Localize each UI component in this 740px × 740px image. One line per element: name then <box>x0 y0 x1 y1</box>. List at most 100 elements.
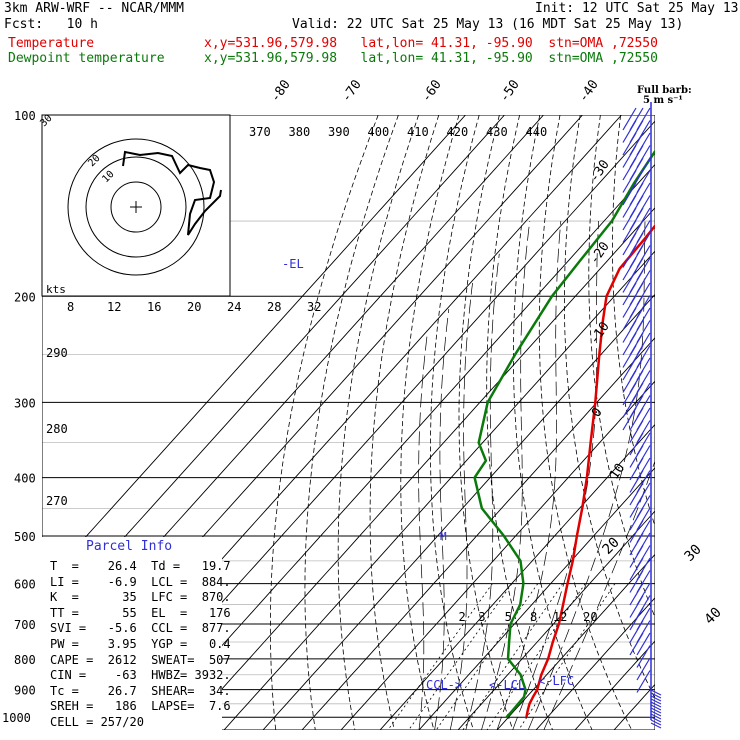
wind-barb <box>629 570 644 593</box>
isotherm-line <box>535 597 655 730</box>
wind-barb <box>629 532 644 556</box>
wind-barb <box>622 320 637 343</box>
dewpoint-legend-location: x,y=531.96,579.98 lat,lon= 41.31, -95.90… <box>204 51 658 66</box>
wind-barb <box>650 707 662 714</box>
moist-adiabat-line <box>434 309 450 730</box>
isotherm-label: 30 <box>682 542 705 565</box>
wind-barb <box>629 457 644 481</box>
hodograph-ring <box>67 138 205 276</box>
wind-barb <box>650 710 662 717</box>
pressure-label: 400 <box>14 472 36 486</box>
theta-label: 430 <box>486 125 508 139</box>
wind-barb <box>629 407 644 431</box>
temperature-legend-name: Temperature <box>8 36 95 51</box>
dry-adiabat-line <box>538 115 633 730</box>
moist-adiabat-line <box>418 332 428 730</box>
wind-barb <box>622 232 637 256</box>
dry-adiabat-line <box>429 115 480 730</box>
isotherm-label: -60 <box>419 77 445 105</box>
wind-barb <box>629 620 644 643</box>
theta-label: 420 <box>447 125 469 139</box>
wind-barb <box>622 370 637 393</box>
wind-barb <box>629 470 644 493</box>
isotherm-label: -30 <box>587 157 613 185</box>
pressure-label: 200 <box>14 290 36 304</box>
moist-adiabat-line <box>496 220 562 730</box>
isotherm-line <box>379 423 655 730</box>
dry-adiabat-line <box>513 115 593 730</box>
wind-barb <box>629 520 644 543</box>
wind-barb <box>622 220 637 243</box>
wind-barb <box>622 107 637 131</box>
wind-barb <box>622 195 637 218</box>
dry-adiabat-line <box>588 115 655 619</box>
wind-barb <box>650 713 662 720</box>
parcel-info-row: CAPE = 2612 SWEAT= 507 <box>50 652 231 667</box>
wind-barb <box>622 395 637 418</box>
moist-adiabat-line <box>543 459 655 730</box>
theta-label: 400 <box>368 125 390 139</box>
dry-adiabat-line <box>486 115 553 730</box>
wind-barb <box>636 645 651 668</box>
el-annotation: -EL <box>282 257 304 271</box>
m-annotation: M <box>440 530 447 543</box>
hodo-speed-label: 32 <box>307 300 321 314</box>
isotherm-label: -80 <box>268 77 294 105</box>
isotherm-label: 40 <box>702 605 725 628</box>
wind-barb <box>622 245 637 268</box>
wind-barb <box>636 670 651 693</box>
hodo-speed-label: 24 <box>227 300 241 314</box>
mixing-ratio-line <box>462 583 564 730</box>
isotherm-line <box>574 640 655 730</box>
isotherm-label: 0 <box>589 405 606 420</box>
parcel-info-row: PW = 3.95 YGP = 0.4 <box>50 637 231 651</box>
parcel-info-row: SREH = 186 LAPSE= 7.6 <box>50 699 231 714</box>
wind-barb <box>629 432 644 456</box>
wind-barb <box>650 689 662 696</box>
wind-barb <box>629 507 644 531</box>
pressure-label: 800 <box>14 653 36 667</box>
wind-barb <box>650 722 662 729</box>
moist-adiabat-line <box>465 253 500 730</box>
wind-barb <box>622 270 637 293</box>
wind-barb <box>622 157 637 181</box>
pressure-label: 1000 <box>2 711 31 725</box>
pressure-label: 100 <box>14 109 36 123</box>
isotherm-label: -70 <box>339 77 365 105</box>
wind-barb <box>622 382 637 406</box>
parcel-info-row: TT = 55 EL = 176 <box>50 605 231 620</box>
wind-barb <box>636 657 651 681</box>
wind-barb <box>622 357 637 381</box>
wind-barb <box>622 132 637 156</box>
diagram-grid <box>42 115 655 730</box>
wind-barb <box>622 407 637 431</box>
wind-barb <box>622 120 637 143</box>
wind-barb <box>622 182 637 206</box>
isotherm-line <box>613 683 655 730</box>
parcel-info-row: T = 26.4 Td = 19.7 <box>50 559 231 573</box>
theta-label: 410 <box>407 125 429 139</box>
forecast-hour: Fcst: 10 h <box>4 17 98 32</box>
theta-label: 370 <box>249 125 271 139</box>
moist-adiabat-line <box>527 220 646 730</box>
pressure-label: 500 <box>14 530 36 544</box>
theta-label: 380 <box>289 125 311 139</box>
parcel-info-row: Tc = 26.7 SHEAR= 34. <box>50 683 231 698</box>
dewpoint-legend-name: Dewpoint temperature <box>8 51 165 66</box>
wind-barb <box>650 701 662 708</box>
mixing-ratio-label: 8 <box>530 610 537 624</box>
wind-barb <box>622 307 637 331</box>
dry-adiabat-line <box>369 115 440 730</box>
theta-label: 440 <box>526 125 548 139</box>
mixing-ratio-line <box>486 583 586 730</box>
isotherm-line <box>262 293 655 730</box>
left-scale-label: 290 <box>46 346 68 360</box>
hodo-speed-label: 28 <box>267 300 281 314</box>
wind-barb <box>629 632 644 656</box>
wind-barb <box>636 632 651 656</box>
model-title: 3km ARW-WRF -- NCAR/MMM <box>4 1 185 16</box>
hodo-speed-label: 20 <box>187 300 201 314</box>
theta-label: 390 <box>328 125 350 139</box>
isotherm-label: -40 <box>576 77 602 105</box>
